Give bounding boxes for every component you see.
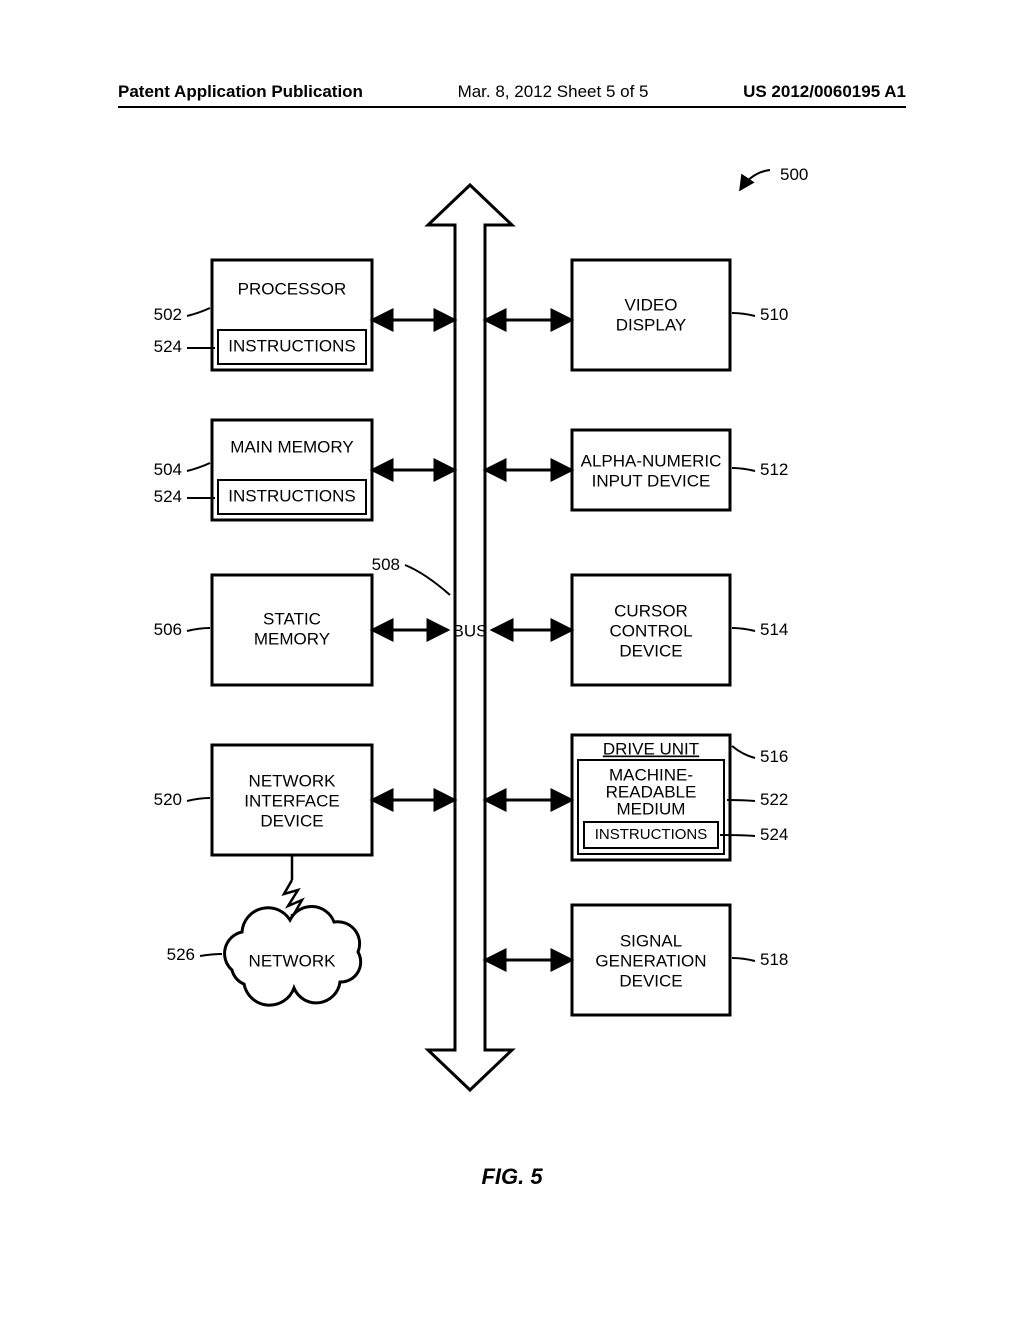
svg-text:STATIC: STATIC [263, 609, 321, 628]
figure-label: FIG. 5 [0, 1164, 1024, 1190]
fig-ref-500-num: 500 [780, 165, 808, 184]
svg-text:502: 502 [154, 305, 182, 324]
box-static-memory: STATIC MEMORY 506 [154, 575, 448, 685]
box-main-memory: MAIN MEMORY INSTRUCTIONS 504 524 [154, 420, 455, 520]
svg-text:MAIN MEMORY: MAIN MEMORY [230, 437, 353, 456]
box-cursor-control: CURSOR CONTROL DEVICE 514 [492, 575, 788, 685]
svg-text:NETWORK: NETWORK [249, 951, 337, 970]
svg-text:INSTRUCTIONS: INSTRUCTIONS [228, 486, 356, 505]
svg-text:VIDEO: VIDEO [625, 295, 678, 314]
box-alpha-input: ALPHA-NUMERIC INPUT DEVICE 512 [485, 430, 788, 510]
svg-text:510: 510 [760, 305, 788, 324]
svg-text:506: 506 [154, 620, 182, 639]
svg-text:518: 518 [760, 950, 788, 969]
svg-text:CURSOR: CURSOR [614, 601, 688, 620]
bus-ref: 508 [372, 555, 450, 595]
svg-text:516: 516 [760, 747, 788, 766]
svg-text:DEVICE: DEVICE [619, 971, 682, 990]
svg-text:524: 524 [760, 825, 788, 844]
box-signal-gen: SIGNAL GENERATION DEVICE 518 [485, 905, 788, 1015]
svg-text:520: 520 [154, 790, 182, 809]
svg-text:INSTRUCTIONS: INSTRUCTIONS [595, 826, 708, 843]
bus-label: BUS [453, 621, 488, 640]
svg-text:DEVICE: DEVICE [619, 641, 682, 660]
svg-text:GENERATION: GENERATION [595, 951, 706, 970]
svg-text:504: 504 [154, 460, 182, 479]
svg-text:DRIVE UNIT: DRIVE UNIT [603, 739, 699, 758]
box-video-display: VIDEO DISPLAY 510 [485, 260, 788, 370]
svg-text:526: 526 [167, 945, 195, 964]
svg-text:524: 524 [154, 487, 182, 506]
network-cloud: NETWORK 526 [167, 855, 361, 1005]
svg-text:524: 524 [154, 337, 182, 356]
svg-text:512: 512 [760, 460, 788, 479]
svg-text:514: 514 [760, 620, 788, 639]
box-nid: NETWORK INTERFACE DEVICE 520 [154, 745, 455, 855]
svg-text:SIGNAL: SIGNAL [620, 931, 682, 950]
svg-text:DISPLAY: DISPLAY [616, 315, 687, 334]
svg-text:NETWORK: NETWORK [249, 771, 337, 790]
svg-text:ALPHA-NUMERIC: ALPHA-NUMERIC [581, 451, 722, 470]
fig-ref-500: 500 [740, 165, 808, 190]
svg-text:INPUT DEVICE: INPUT DEVICE [592, 471, 711, 490]
svg-text:MEMORY: MEMORY [254, 629, 330, 648]
svg-text:DEVICE: DEVICE [260, 811, 323, 830]
svg-text:INTERFACE: INTERFACE [244, 791, 339, 810]
svg-text:CONTROL: CONTROL [609, 621, 692, 640]
svg-text:508: 508 [372, 555, 400, 574]
box-processor: PROCESSOR INSTRUCTIONS 502 524 [154, 260, 455, 370]
svg-text:INSTRUCTIONS: INSTRUCTIONS [228, 336, 356, 355]
diagram-canvas: 500 BUS 508 PROCESSOR INSTRUCTIONS 502 5… [0, 0, 1024, 1320]
svg-text:MEDIUM: MEDIUM [617, 799, 686, 818]
page: Patent Application Publication Mar. 8, 2… [0, 0, 1024, 1320]
box-drive-unit: DRIVE UNIT MACHINE- READABLE MEDIUM INST… [485, 735, 788, 860]
svg-text:522: 522 [760, 790, 788, 809]
svg-text:PROCESSOR: PROCESSOR [238, 279, 347, 298]
